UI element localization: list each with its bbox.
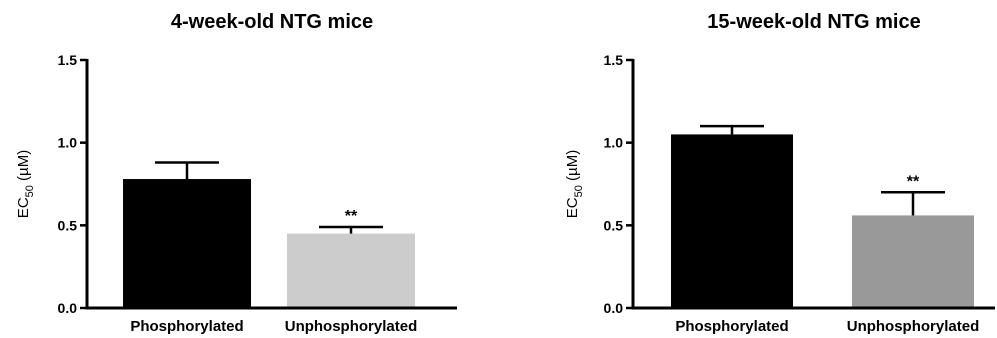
category-label: Unphosphorylated	[847, 318, 980, 335]
y-axis-label-prefix: EC	[564, 197, 581, 218]
y-axis-label-subscript: 50	[573, 185, 585, 197]
y-tick-label: 0.0	[58, 300, 78, 316]
y-axis-label: EC50 (µM)	[15, 150, 36, 218]
significance-annotation: **	[345, 208, 358, 225]
y-axis-label-unit: (µM)	[15, 150, 32, 185]
chart-panel-1: 4-week-old NTG mice Phosphorylated ** Unpho…	[15, 11, 457, 335]
bar-phosphorylated	[671, 134, 793, 308]
y-tick-label: 0.0	[604, 300, 624, 316]
y-axis-label: EC50 (µM)	[564, 150, 585, 218]
category-label: Phosphorylated	[130, 318, 243, 335]
y-axis-label-unit: (µM)	[564, 150, 581, 185]
category-label: Phosphorylated	[675, 318, 788, 335]
chart-panel-2: 15-week-old NTG mice Phosphorylated ** Unph…	[564, 11, 995, 335]
chart-title: 4-week-old NTG mice	[171, 11, 373, 33]
y-tick-label: 1.0	[604, 135, 624, 151]
y-tick-label: 1.0	[58, 135, 78, 151]
significance-annotation: **	[907, 173, 920, 190]
y-tick-label: 0.5	[58, 217, 78, 233]
y-tick-label: 1.5	[604, 52, 624, 68]
y-tick-label: 0.5	[604, 217, 624, 233]
y-axis-label-subscript: 50	[24, 185, 36, 197]
bar-phosphorylated	[123, 179, 251, 308]
y-axis-label-prefix: EC	[15, 197, 32, 218]
y-tick-label: 1.5	[58, 52, 78, 68]
bar-unphosphorylated	[287, 233, 415, 308]
category-label: Unphosphorylated	[285, 318, 418, 335]
chart-title: 15-week-old NTG mice	[707, 11, 920, 33]
bar-unphosphorylated	[852, 215, 974, 308]
